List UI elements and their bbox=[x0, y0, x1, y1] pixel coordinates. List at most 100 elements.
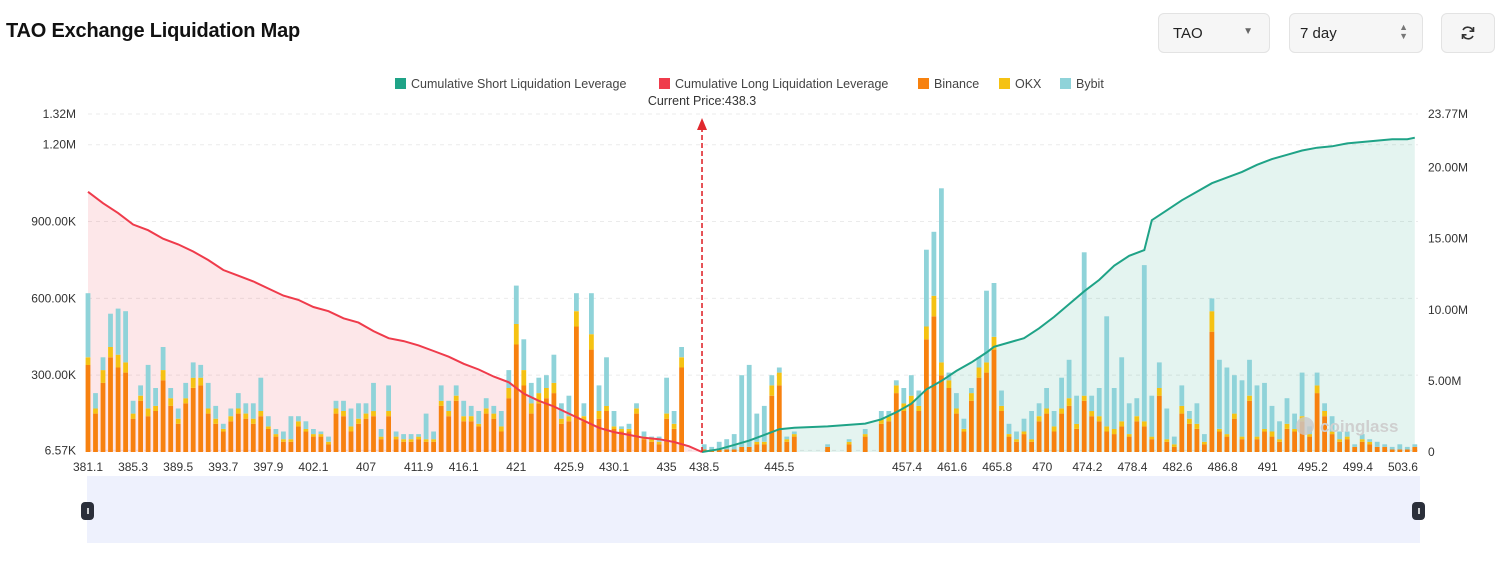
bar-okx bbox=[198, 377, 204, 386]
bar-bybit bbox=[235, 393, 241, 409]
bar-bybit bbox=[846, 439, 852, 442]
bar-okx bbox=[183, 398, 189, 404]
left-axis-tick: 300.00K bbox=[31, 368, 76, 382]
bar-bybit bbox=[776, 367, 782, 373]
x-axis-tick: 495.2 bbox=[1298, 460, 1328, 474]
bar-bybit bbox=[303, 421, 309, 429]
bar-okx bbox=[1081, 395, 1087, 401]
bar-bybit bbox=[551, 354, 557, 383]
bar-bybit bbox=[431, 431, 436, 440]
refresh-button[interactable] bbox=[1441, 13, 1495, 53]
bar-okx bbox=[438, 400, 444, 406]
caret-down-icon: ▼ bbox=[1243, 26, 1253, 37]
bar-binance bbox=[513, 344, 519, 452]
bar-okx bbox=[611, 426, 617, 429]
bar-binance bbox=[453, 400, 459, 452]
bar-binance bbox=[1367, 444, 1373, 452]
range-slider[interactable] bbox=[87, 476, 1420, 543]
legend-label: Binance bbox=[934, 77, 979, 91]
bar-bybit bbox=[108, 313, 113, 347]
bar-binance bbox=[190, 388, 196, 452]
bar-okx bbox=[250, 418, 256, 424]
bar-binance bbox=[656, 444, 662, 452]
bar-okx bbox=[341, 411, 346, 417]
bar-binance bbox=[341, 416, 346, 452]
bar-binance bbox=[250, 423, 256, 452]
bar-okx bbox=[431, 439, 436, 442]
bar-bybit bbox=[886, 411, 892, 417]
bar-binance bbox=[878, 423, 884, 452]
bar-bybit bbox=[1352, 444, 1358, 447]
coin-select[interactable]: TAO ▼ bbox=[1158, 13, 1270, 53]
bar-okx bbox=[401, 439, 406, 442]
bar-binance bbox=[901, 411, 907, 452]
bar-okx bbox=[1254, 436, 1260, 440]
bar-bybit bbox=[1029, 411, 1034, 440]
bar-bybit bbox=[939, 188, 944, 363]
bar-binance bbox=[1232, 418, 1237, 452]
slider-left-handle[interactable]: II bbox=[81, 502, 94, 520]
bar-bybit bbox=[1164, 408, 1170, 440]
bar-binance bbox=[1412, 446, 1418, 452]
bar-binance bbox=[1089, 416, 1095, 452]
bar-bybit bbox=[1367, 439, 1373, 442]
bar-bybit bbox=[311, 429, 316, 435]
x-axis-tick: 461.6 bbox=[937, 460, 967, 474]
bar-bybit bbox=[1412, 444, 1418, 447]
x-axis-tick: 474.2 bbox=[1072, 460, 1102, 474]
bar-okx bbox=[93, 408, 98, 414]
bar-binance bbox=[461, 421, 467, 452]
bar-okx bbox=[761, 441, 767, 445]
bar-bybit bbox=[528, 382, 534, 404]
bar-bybit bbox=[1126, 403, 1132, 434]
bar-binance bbox=[160, 380, 166, 452]
bar-bybit bbox=[626, 423, 632, 429]
bar-okx bbox=[769, 385, 775, 396]
bar-binance bbox=[1179, 413, 1185, 452]
slider-right-handle[interactable]: II bbox=[1412, 502, 1425, 520]
bar-okx bbox=[1096, 416, 1102, 422]
bar-binance bbox=[401, 441, 406, 452]
bar-bybit bbox=[581, 403, 587, 417]
bar-okx bbox=[886, 416, 892, 422]
bar-okx bbox=[348, 426, 354, 432]
range-select[interactable]: 7 day ▲ ▼ bbox=[1289, 13, 1423, 53]
bar-binance bbox=[386, 416, 391, 452]
bar-bybit bbox=[258, 377, 264, 411]
x-axis-tick: 421 bbox=[506, 460, 526, 474]
arrow-up-icon bbox=[697, 118, 708, 130]
bar-okx bbox=[160, 370, 166, 381]
bar-bybit bbox=[498, 411, 504, 427]
bar-okx bbox=[1074, 423, 1079, 429]
bar-bybit bbox=[1322, 403, 1327, 411]
bar-okx bbox=[544, 388, 549, 399]
bar-binance bbox=[115, 367, 121, 452]
bar-okx bbox=[581, 416, 587, 422]
bar-okx bbox=[634, 408, 639, 414]
bar-binance bbox=[939, 375, 944, 452]
bar-bybit bbox=[93, 393, 98, 409]
bar-binance bbox=[559, 423, 564, 452]
bar-binance bbox=[769, 395, 775, 452]
bar-binance bbox=[846, 444, 852, 452]
bar-bybit bbox=[1044, 388, 1049, 409]
bar-binance bbox=[1194, 429, 1200, 452]
bar-binance bbox=[93, 413, 98, 452]
bar-okx bbox=[619, 429, 624, 432]
bar-binance bbox=[1044, 413, 1049, 452]
bar-bybit bbox=[784, 436, 790, 440]
bar-bybit bbox=[961, 418, 967, 429]
bar-binance bbox=[243, 418, 249, 452]
bar-bybit bbox=[716, 441, 722, 450]
bar-binance bbox=[311, 436, 316, 452]
bar-bybit bbox=[250, 403, 256, 419]
bar-bybit bbox=[1404, 446, 1410, 450]
legend-label: Cumulative Long Liquidation Leverage bbox=[675, 77, 888, 91]
bar-binance bbox=[581, 421, 587, 452]
bar-bybit bbox=[1344, 431, 1350, 437]
bar-bybit bbox=[976, 357, 982, 368]
bar-okx bbox=[1247, 395, 1252, 401]
x-axis-tick: 457.4 bbox=[892, 460, 922, 474]
bar-bybit bbox=[348, 408, 354, 427]
bar-okx bbox=[559, 418, 564, 424]
